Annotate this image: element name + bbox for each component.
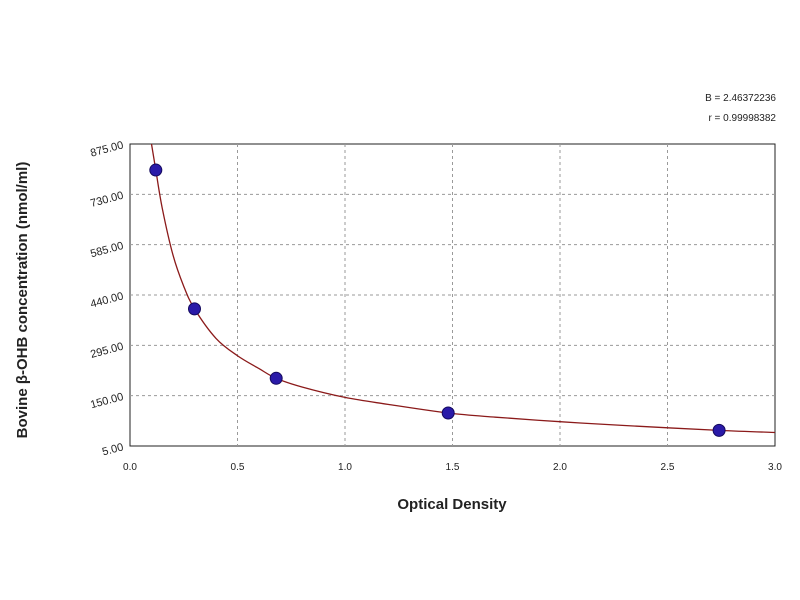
x-tick-label: 2.0 bbox=[553, 462, 567, 473]
x-tick-label: 2.5 bbox=[661, 462, 675, 473]
data-point bbox=[188, 302, 201, 316]
data-points bbox=[149, 163, 726, 437]
fit-correlation-r: r = 0.99998382 bbox=[708, 113, 776, 124]
data-point bbox=[712, 423, 726, 437]
x-tick-label: 0.5 bbox=[231, 462, 245, 473]
data-point bbox=[149, 163, 163, 177]
data-point bbox=[441, 406, 455, 420]
x-tick-label: 1.0 bbox=[338, 462, 352, 473]
x-tick-label: 3.0 bbox=[768, 462, 782, 473]
y-axis-title: Bovine β-OHB concentration (nmol/ml) bbox=[14, 162, 31, 439]
x-tick-label: 0.0 bbox=[123, 462, 137, 473]
x-axis-tick-labels: 0.0 0.5 1.0 1.5 2.0 2.5 3.0 bbox=[123, 462, 782, 473]
data-point bbox=[269, 371, 283, 385]
x-axis-title: Optical Density bbox=[397, 496, 507, 513]
y-tick-label: 5.00 bbox=[101, 441, 125, 458]
grid-lines bbox=[130, 144, 775, 446]
x-tick-label: 1.5 bbox=[446, 462, 460, 473]
fit-coefficient-b: B = 2.46372236 bbox=[705, 93, 776, 104]
